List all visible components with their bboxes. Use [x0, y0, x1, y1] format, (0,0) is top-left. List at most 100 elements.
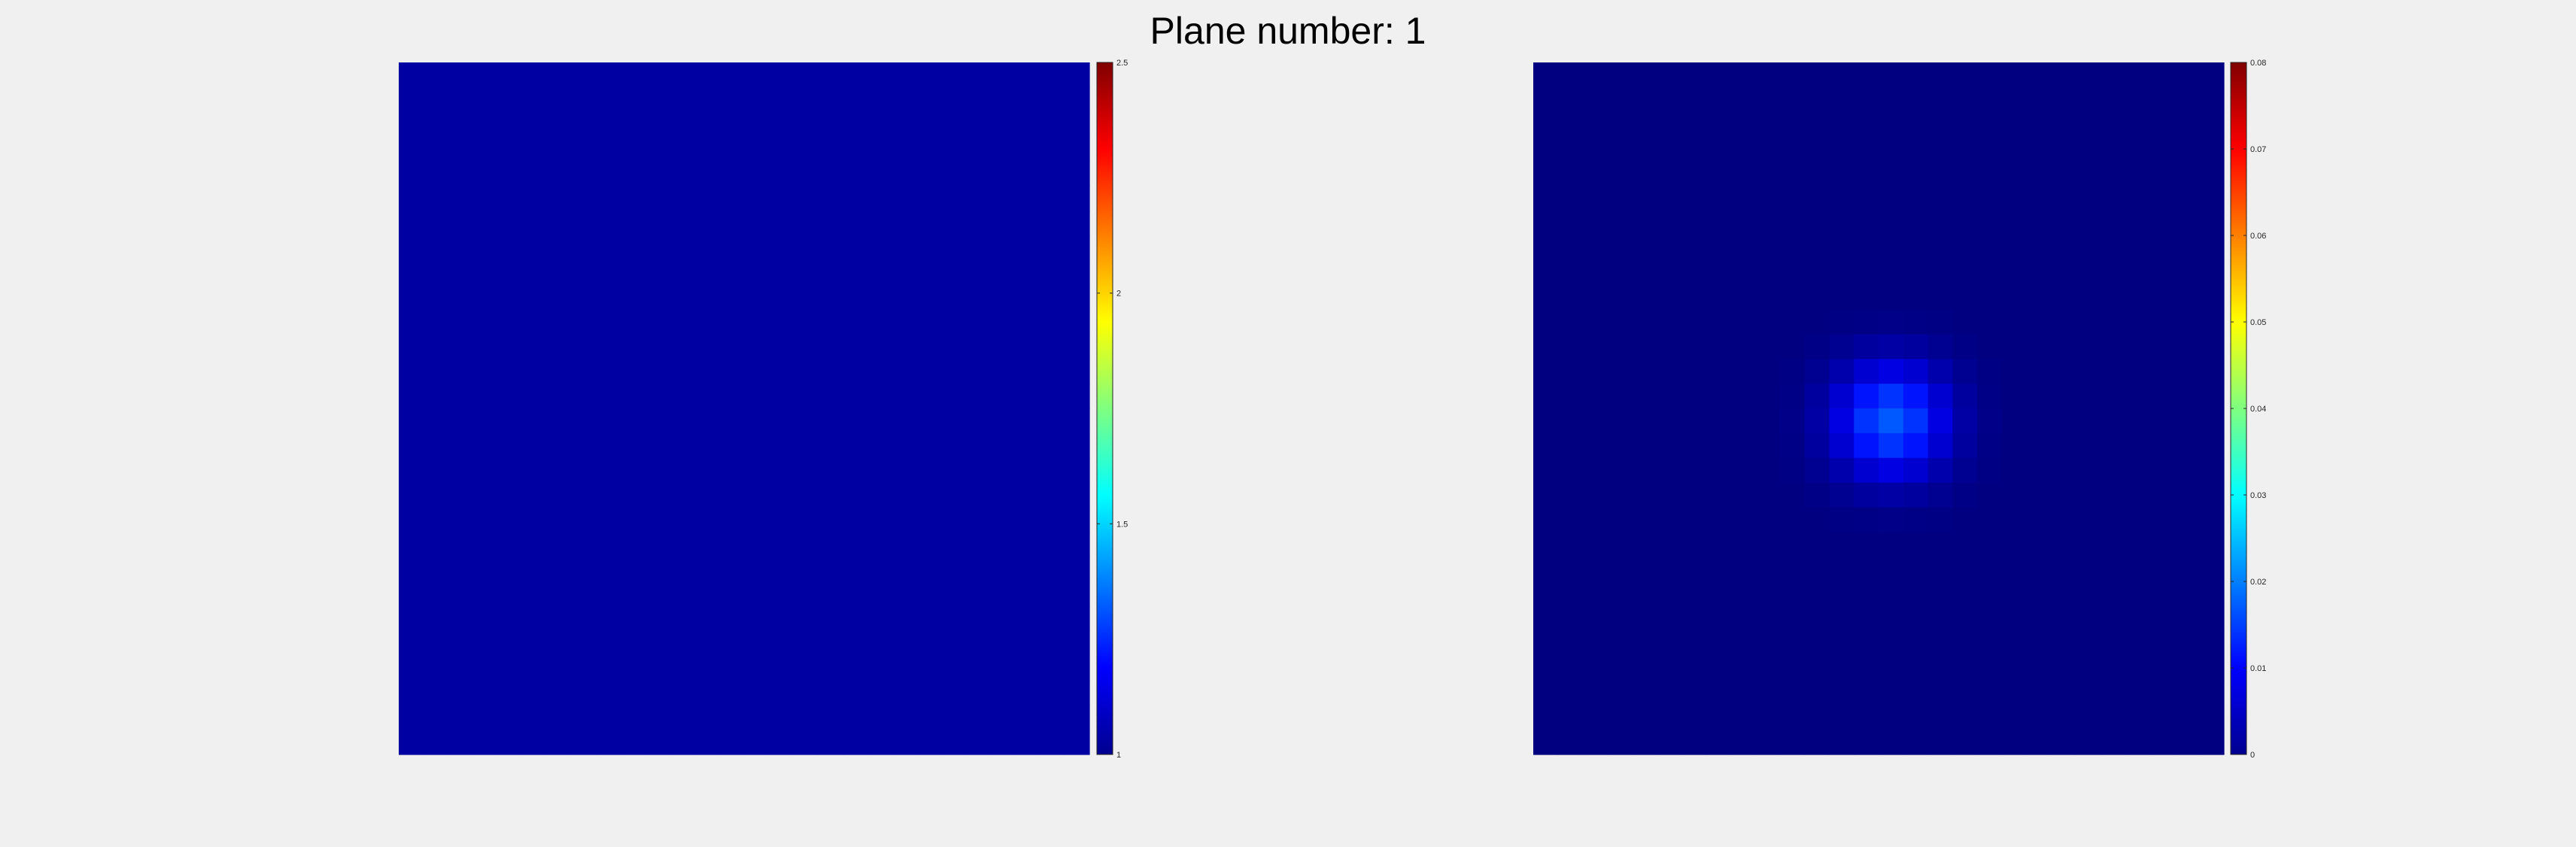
heatmap-cell [521, 111, 548, 138]
heatmap-cell [966, 557, 992, 582]
heatmap-cell [1533, 309, 1559, 335]
heatmap-cell [621, 136, 646, 162]
heatmap-cell [768, 557, 794, 582]
heatmap-cell [892, 284, 918, 311]
heatmap-cell [2026, 334, 2052, 360]
heatmap-cell [423, 284, 449, 311]
heatmap-cell [1854, 606, 1879, 632]
heatmap-cell [2076, 581, 2101, 607]
heatmap-cell [423, 457, 449, 484]
heatmap-right [1533, 62, 2225, 755]
heatmap-cell [1681, 111, 1707, 138]
heatmap-cell [399, 186, 424, 211]
heatmap-cell [2001, 680, 2028, 706]
heatmap-cell [1804, 284, 1830, 311]
heatmap-cell [670, 211, 696, 236]
heatmap-cell [1533, 655, 1559, 682]
heatmap-cell [2199, 284, 2225, 311]
heatmap-cell [1952, 186, 1978, 211]
heatmap-cell [1632, 433, 1657, 459]
heatmap-cell [670, 359, 696, 384]
heatmap-cell [719, 384, 745, 409]
heatmap-cell [546, 62, 573, 88]
heatmap-cell [2051, 87, 2076, 113]
heatmap-left [399, 62, 1090, 755]
heatmap-cell [2199, 532, 2225, 557]
heatmap-cell [448, 359, 473, 384]
heatmap-cell [793, 532, 819, 557]
heatmap-cell [818, 408, 843, 434]
heatmap-cell [2051, 630, 2076, 657]
heatmap-cell [645, 62, 671, 88]
heatmap-cell [843, 482, 868, 509]
heatmap-cell [497, 359, 523, 384]
heatmap-cell [1755, 606, 1781, 632]
heatmap-cell [867, 161, 893, 187]
heatmap-cell [1755, 705, 1781, 730]
heatmap-cell [1557, 235, 1584, 261]
heatmap-cell [2149, 730, 2176, 755]
heatmap-cell [497, 235, 523, 261]
heatmap-cell [694, 62, 720, 88]
heatmap-cell [571, 62, 597, 88]
heatmap-cell [670, 557, 696, 582]
heatmap-cell [1977, 532, 2003, 557]
heatmap-cell [694, 581, 720, 607]
heatmap-cell [571, 457, 597, 484]
heatmap-cell [1903, 211, 1929, 236]
heatmap-cell [719, 630, 745, 657]
heatmap-cell [448, 705, 473, 730]
heatmap-cell [719, 606, 745, 632]
heatmap-cell [2101, 457, 2126, 484]
heatmap-cell [1065, 680, 1090, 706]
heatmap-cell [916, 507, 942, 533]
heatmap-cell [497, 334, 523, 360]
heatmap-cell [645, 557, 671, 582]
heatmap-cell [571, 433, 597, 459]
heatmap-cell [1040, 557, 1065, 582]
heatmap-cell [2076, 557, 2101, 582]
heatmap-cell [571, 630, 597, 657]
heatmap-cell [596, 384, 621, 409]
heatmap-cell [2001, 630, 2028, 657]
heatmap-cell [521, 87, 548, 113]
heatmap-cell [1952, 408, 1978, 434]
heatmap-cell [670, 680, 696, 706]
heatmap-cell [645, 507, 671, 533]
heatmap-cell [1015, 384, 1041, 409]
heatmap-cell [1927, 457, 1953, 484]
heatmap-cell [1557, 457, 1584, 484]
heatmap-cell [2149, 606, 2176, 632]
heatmap-cell [916, 87, 942, 113]
heatmap-cell [472, 161, 498, 187]
heatmap-cell [1632, 309, 1657, 335]
heatmap-cell [793, 655, 819, 682]
heatmap-cell [596, 581, 621, 607]
heatmap-cell [571, 284, 597, 311]
heatmap-cell [621, 557, 646, 582]
heatmap-cell [399, 532, 424, 557]
heatmap-cell [521, 730, 548, 755]
heatmap-cell [2076, 507, 2101, 533]
heatmap-cell [2125, 680, 2151, 706]
heatmap-cell [843, 235, 868, 261]
heatmap-cell [1730, 136, 1756, 162]
heatmap-cell [621, 161, 646, 187]
heatmap-cell [1681, 630, 1707, 657]
heatmap-cell [892, 334, 918, 360]
heatmap-cell [1879, 284, 1904, 311]
heatmap-cell [1952, 211, 1978, 236]
heatmap-cell [843, 359, 868, 384]
colorbar-tick-label: 0.07 [2250, 145, 2266, 154]
heatmap-cell [1533, 606, 1559, 632]
heatmap-cell [1681, 408, 1707, 434]
heatmap-cell [521, 359, 548, 384]
heatmap-cell [793, 606, 819, 632]
heatmap-cell [1829, 630, 1855, 657]
heatmap-cell [521, 309, 548, 335]
colorbar-tick-label: 0.04 [2250, 405, 2266, 414]
heatmap-cell [694, 284, 720, 311]
heatmap-cell [423, 655, 449, 682]
heatmap-cell [867, 655, 893, 682]
heatmap-cell [1854, 284, 1879, 311]
